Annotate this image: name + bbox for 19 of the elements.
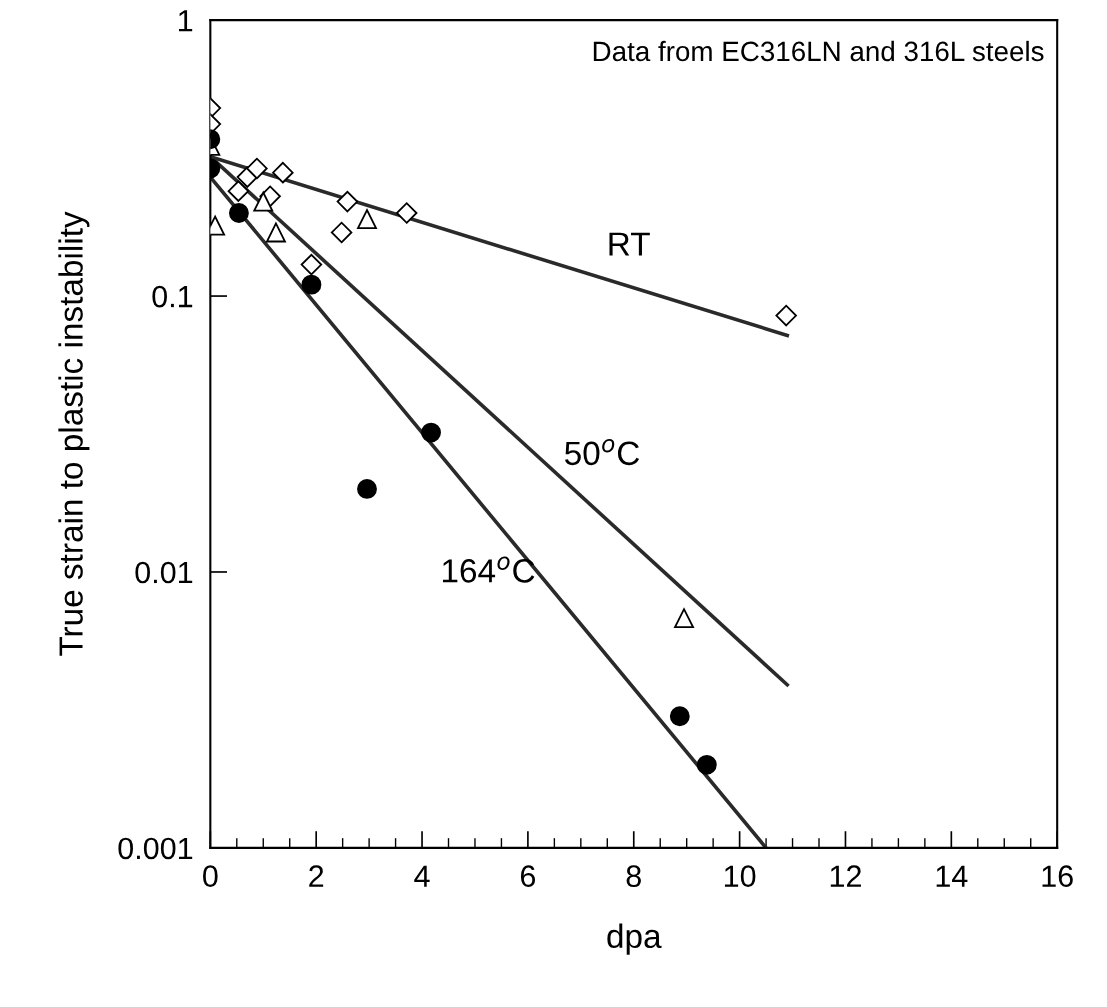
x-tick-label: 16 [1042,865,1073,887]
x-axis-title: dpa [607,923,662,955]
y-tick-label: 1 [179,10,193,32]
annotation: Data from EC316LN and 316L steels [593,40,1044,62]
x-tick-label: 2 [309,865,324,887]
y-tick-label: 0.01 [135,561,193,584]
x-tick-label: 8 [626,865,641,887]
annotation: 50$^{o}$C [565,438,640,466]
y-axis-title: True strain to plastic instability [58,211,90,656]
x-tick-label: 6 [520,865,536,887]
x-tick-label: 0 [203,865,218,887]
x-tick-label: 12 [830,865,861,887]
x-tick-label: 10 [724,865,756,887]
annotation: 164$^{o}$C [442,556,535,583]
y-tick-label: 0.001 [118,837,193,860]
y-tick-label: 0.1 [152,285,193,308]
x-tick-label: 14 [936,865,968,887]
x-tick-label: 4 [414,865,430,887]
annotation: RT [609,232,650,256]
